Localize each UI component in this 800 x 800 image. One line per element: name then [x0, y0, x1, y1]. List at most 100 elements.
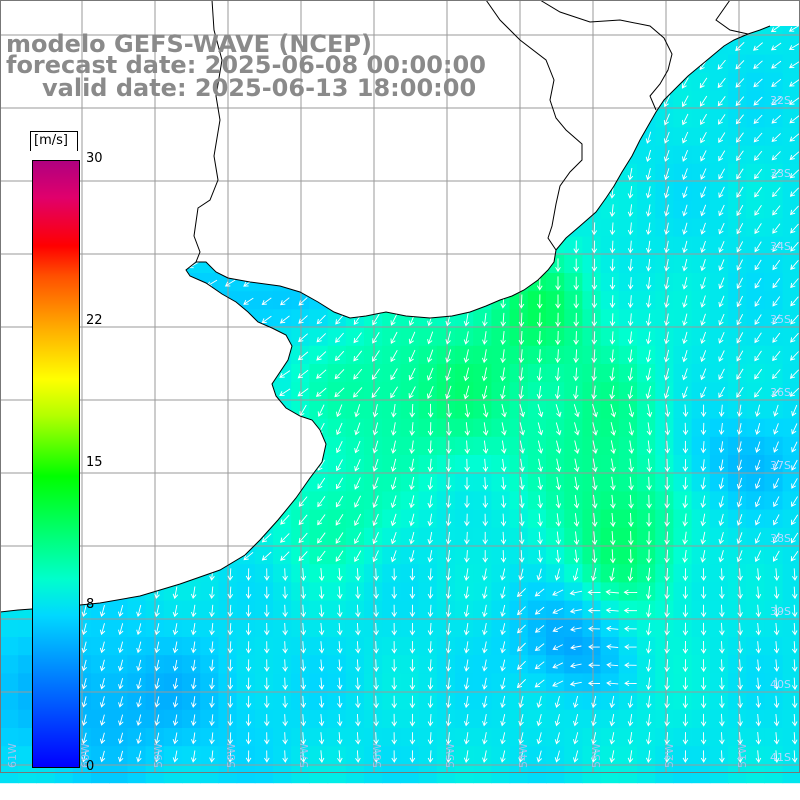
wind-cell [309, 618, 329, 638]
wind-cell [327, 364, 347, 383]
wind-arrow [373, 695, 379, 709]
wind-cell [618, 291, 638, 310]
wind-cell [709, 527, 729, 547]
wind-cell [309, 600, 329, 620]
wind-cell [436, 618, 456, 638]
wind-arrow [536, 750, 543, 763]
wind-arrow [572, 695, 579, 709]
wind-cell [163, 691, 183, 711]
wind-cell [764, 345, 784, 365]
wind-cell [418, 400, 438, 420]
longitude-label: 56W [371, 743, 384, 768]
wind-arrow [391, 732, 397, 745]
wind-cell [182, 728, 201, 747]
wind-arrow [772, 278, 781, 289]
wind-arrow [335, 332, 344, 343]
wind-arrow [335, 477, 344, 490]
wind-cell [18, 764, 37, 784]
valid-date: valid date: 2025-06-13 18:00:00 [42, 74, 477, 102]
wind-cell [0, 691, 19, 711]
wind-arrow [754, 296, 762, 307]
wind-arrow [627, 695, 634, 709]
wind-cell [746, 109, 765, 128]
wind-cell [327, 637, 347, 656]
wind-cell [618, 273, 638, 292]
wind-arrow [445, 331, 451, 345]
wind-cell [673, 254, 693, 274]
wind-cell [691, 236, 711, 256]
wind-arrow [753, 96, 763, 106]
wind-arrow [791, 459, 798, 471]
wind-cell [527, 764, 547, 784]
wind-arrow [391, 641, 397, 654]
wind-arrow [570, 626, 582, 632]
wind-arrow [482, 440, 489, 454]
wind-arrow [664, 549, 670, 564]
wind-arrow [645, 186, 652, 199]
wind-arrow [773, 423, 779, 435]
wind-cell [327, 600, 347, 620]
wind-arrow [554, 568, 561, 581]
wind-cell [709, 691, 729, 711]
wind-cell [273, 673, 292, 693]
wind-arrow [446, 422, 452, 436]
wind-arrow [445, 713, 452, 727]
wind-cell [564, 564, 583, 583]
wind-cell [782, 764, 800, 784]
wind-arrow [209, 714, 215, 727]
wind-cell [455, 436, 474, 456]
wind-arrow [427, 641, 434, 654]
wind-arrow [355, 713, 361, 727]
wind-cell [782, 418, 800, 438]
wind-cell [509, 582, 529, 602]
wind-cell [455, 600, 474, 620]
wind-arrow [516, 624, 526, 634]
wind-arrow [136, 714, 142, 726]
wind-cell [345, 418, 365, 438]
wind-cell [382, 600, 401, 620]
wind-cell [637, 418, 656, 438]
wind-arrow [663, 386, 670, 399]
wind-cell [527, 746, 547, 765]
wind-arrow [336, 422, 343, 436]
wind-cell [345, 345, 365, 365]
wind-arrow [772, 223, 781, 234]
wind-arrow [536, 349, 543, 364]
wind-cell [345, 546, 365, 565]
wind-cell [364, 382, 383, 401]
wind-cell [673, 637, 693, 656]
wind-arrow [354, 477, 361, 490]
wind-cell [637, 455, 656, 474]
wind-arrow [718, 422, 725, 436]
wind-arrow [770, 24, 782, 33]
wind-arrow [624, 626, 637, 632]
wind-arrow [627, 258, 634, 272]
wind-cell [782, 655, 800, 674]
wind-cell [436, 527, 456, 547]
wind-arrow [482, 659, 488, 672]
wind-arrow [646, 458, 653, 473]
wind-cell [127, 746, 147, 765]
wind-cell [473, 728, 492, 747]
wind-cell [655, 673, 674, 693]
wind-cell [400, 618, 420, 638]
wind-cell [709, 600, 729, 620]
wind-cell [491, 364, 511, 383]
wind-cell [746, 345, 765, 365]
wind-arrow [353, 350, 363, 362]
wind-arrow [500, 367, 506, 382]
wind-arrow [606, 625, 619, 632]
wind-arrow [773, 568, 780, 581]
wind-arrow [609, 258, 616, 272]
wind-arrow [554, 732, 561, 745]
wind-arrow [699, 77, 708, 89]
wind-arrow [789, 97, 800, 105]
wind-arrow [391, 713, 397, 727]
wind-arrow [737, 732, 743, 745]
wind-arrow [298, 297, 308, 306]
wind-arrow [718, 259, 725, 272]
wind-cell [709, 473, 729, 492]
wind-cell [637, 709, 656, 729]
wind-arrow [610, 476, 616, 491]
wind-cell [764, 254, 784, 274]
